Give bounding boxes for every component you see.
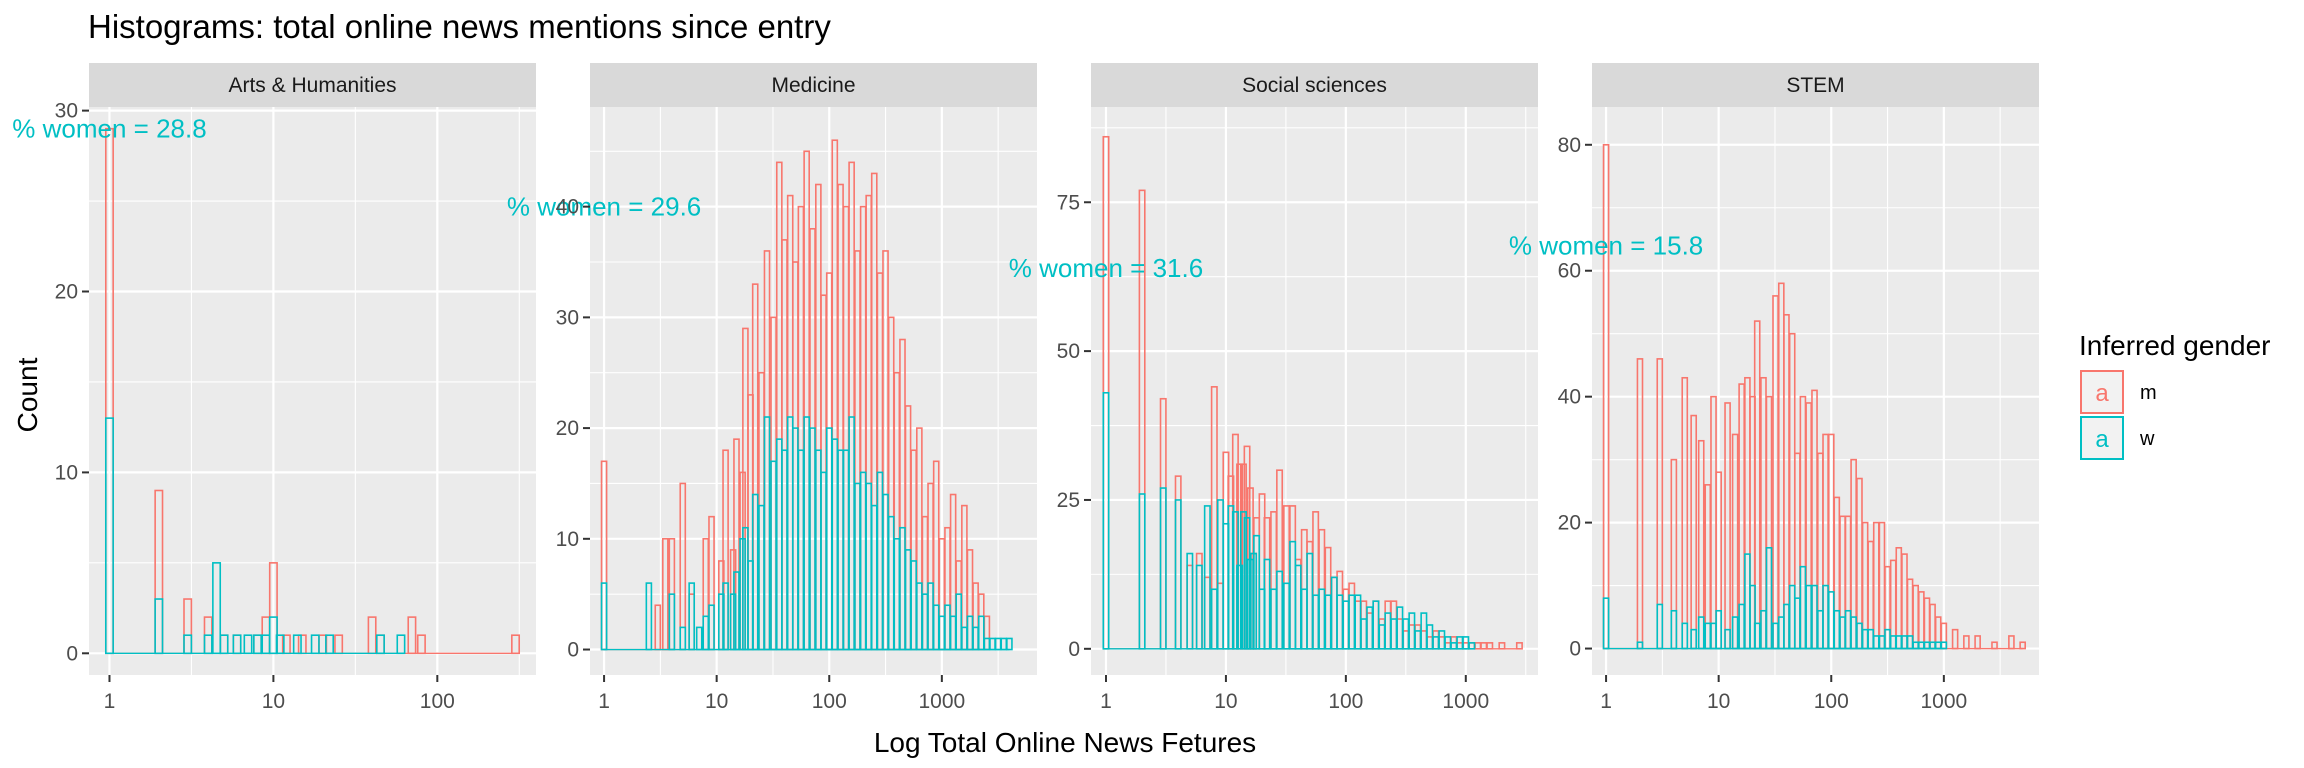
- y-tick-label: 75: [1057, 191, 1080, 214]
- x-tick-label: 1000: [918, 690, 965, 713]
- histogram-bar: [396, 634, 406, 655]
- y-tick-label: 25: [1057, 489, 1080, 512]
- histogram-bar: [1468, 642, 1476, 650]
- x-tick-label: 100: [1814, 690, 1849, 713]
- y-tick-label: 30: [556, 306, 579, 329]
- x-tick-label: 1: [1600, 690, 1612, 713]
- y-tick-label: 20: [556, 417, 579, 440]
- x-tick-label: 100: [812, 690, 847, 713]
- facet-strip: [1592, 63, 2039, 107]
- facet-panel: STEM % women = 15.8 0 20 40 60 80 1 10 100 1000: [1509, 63, 2039, 713]
- facet-strip: [590, 63, 1037, 107]
- panel-background: [89, 107, 536, 675]
- facet-title: STEM: [1786, 74, 1844, 97]
- facet-title: Arts & Humanities: [228, 74, 396, 97]
- y-tick-label: 0: [1068, 638, 1080, 661]
- x-tick-label: 10: [1214, 690, 1237, 713]
- x-tick-label: 1: [104, 690, 116, 713]
- histogram-bar: [1006, 637, 1013, 651]
- y-tick-label: 30: [55, 100, 78, 123]
- pct-women-label: % women = 29.6: [507, 192, 701, 222]
- y-tick-label: 0: [567, 639, 579, 662]
- y-tick-label: 10: [556, 528, 579, 551]
- x-tick-label: 100: [1328, 690, 1363, 713]
- y-tick-label: 40: [1558, 386, 1581, 409]
- legend-key-glyph: a: [2095, 380, 2109, 407]
- facet-panel: Social sciences % women = 31.6 0 25 50 75 1 10 1…: [1009, 63, 1538, 713]
- histogram-bar: [1602, 597, 1610, 650]
- x-tick-label: 100: [420, 690, 455, 713]
- facet-strip: [89, 63, 536, 107]
- panel-background: [1091, 107, 1538, 675]
- y-axis-title: Count: [12, 357, 43, 432]
- x-tick-label: 1: [598, 690, 610, 713]
- pct-women-label: % women = 31.6: [1009, 253, 1203, 283]
- chart-title: Histograms: total online news mentions s…: [88, 8, 831, 45]
- histogram-bar: [600, 582, 608, 651]
- legend-title: Inferred gender: [2079, 330, 2270, 361]
- y-tick-label: 20: [1558, 512, 1581, 535]
- histogram-bar: [2019, 641, 2027, 650]
- y-tick-label: 0: [1569, 638, 1581, 661]
- y-tick-label: 10: [55, 461, 78, 484]
- facet-title: Social sciences: [1242, 74, 1387, 97]
- y-tick-label: 40: [556, 196, 579, 219]
- legend-key: [2080, 416, 2124, 460]
- y-tick-label: 50: [1057, 340, 1080, 363]
- y-tick-label: 0: [66, 642, 78, 665]
- legend-key-glyph: a: [2095, 426, 2109, 453]
- series-w: [1602, 546, 1948, 650]
- x-tick-label: 10: [705, 690, 728, 713]
- y-tick-label: 20: [55, 281, 78, 304]
- legend-label: w: [2139, 428, 2155, 450]
- y-tick-label: 60: [1558, 260, 1581, 283]
- facet-panel: Medicine % women = 29.6 0 10 20 30 40 1 10 100 100…: [507, 63, 1037, 713]
- y-tick-label: 80: [1558, 134, 1581, 157]
- facet-panel: Arts & Humanities % women = 28.8 0 10 20 30 1 1…: [12, 63, 536, 713]
- series-w: [1102, 391, 1476, 650]
- pct-women-label: % women = 15.8: [1509, 231, 1703, 261]
- series-w: [104, 417, 406, 655]
- x-tick-label: 10: [262, 690, 285, 713]
- x-tick-label: 1000: [1920, 690, 1967, 713]
- x-tick-label: 1000: [1442, 690, 1489, 713]
- x-tick-label: 10: [1707, 690, 1730, 713]
- pct-women-label: % women = 28.8: [12, 114, 206, 144]
- facet-title: Medicine: [771, 74, 855, 97]
- x-axis-title: Log Total Online News Fetures: [874, 727, 1256, 758]
- legend-label: m: [2140, 382, 2157, 404]
- series-w: [600, 416, 1013, 651]
- x-tick-label: 1: [1100, 690, 1112, 713]
- facet-strip: [1091, 63, 1538, 107]
- legend-key: [2080, 370, 2124, 414]
